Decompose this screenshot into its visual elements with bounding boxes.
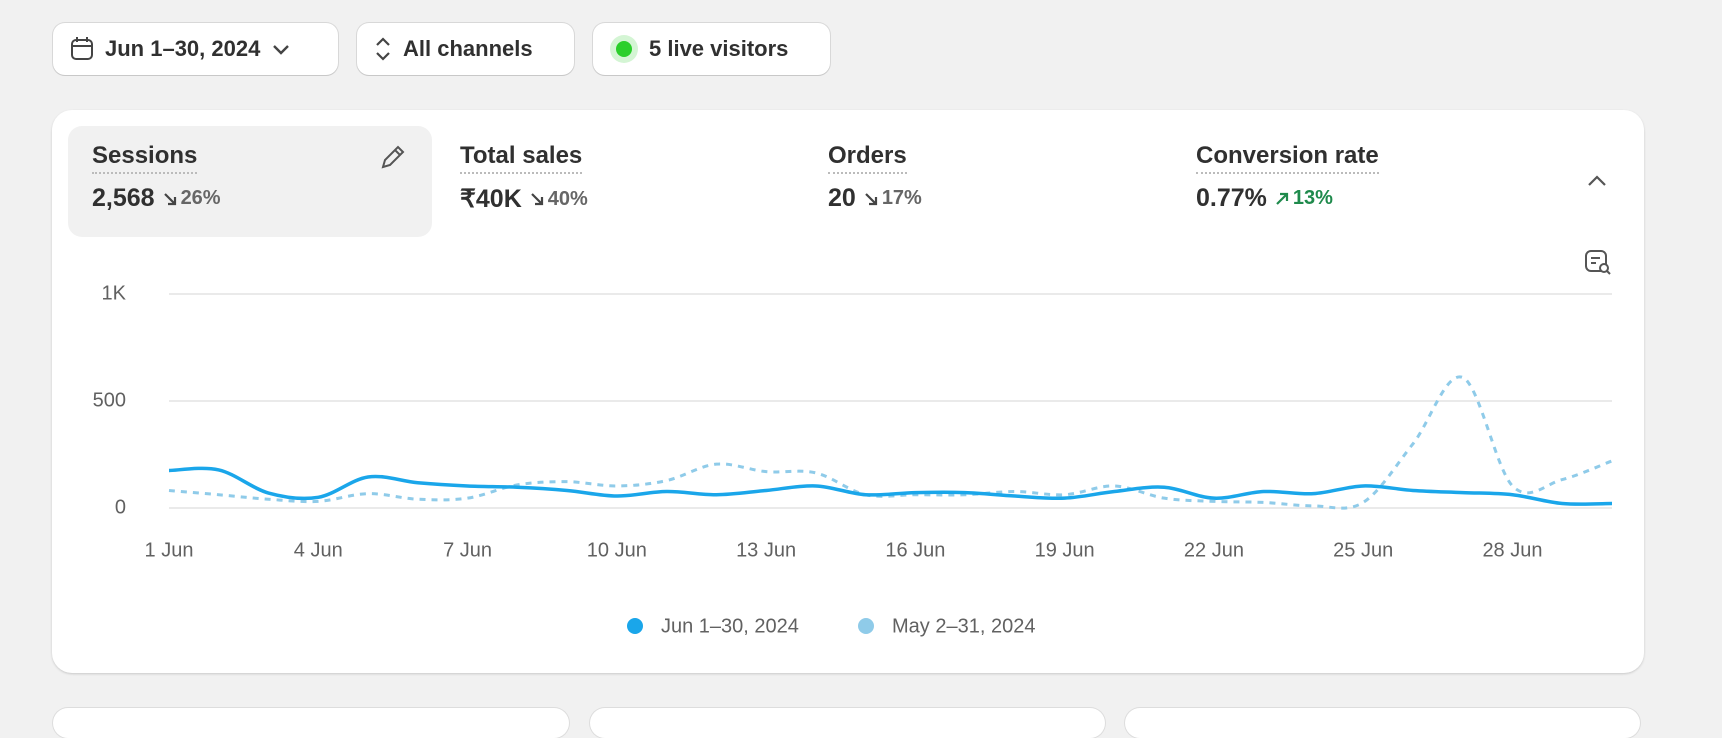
down-arrow: [865, 192, 877, 205]
metric-value: 0.77%: [1196, 184, 1267, 212]
metric-title: Orders: [828, 142, 907, 174]
down-arrow: [163, 192, 176, 205]
analytics-card: Sessions 2,568 26% Total sales ₹40K 40% Or…: [52, 110, 1644, 673]
edit-icon[interactable]: [378, 142, 408, 172]
metric-change: 17%: [881, 187, 922, 209]
live-label: 5 live visitors: [649, 36, 789, 61]
metric-change: 26%: [180, 187, 221, 209]
page: Jun 1–30, 2024 All channels 5 live visit…: [52, 23, 1644, 738]
live-button[interactable]: 5 live visitors: [593, 23, 830, 75]
x-tick-label: 22 Jun: [1184, 539, 1244, 561]
y-tick-label: 1K: [102, 282, 127, 304]
legend-label: May 2–31, 2024: [892, 615, 1035, 637]
live-dot: [610, 35, 638, 63]
legend-marker: [627, 618, 643, 634]
calendar-icon: [71, 37, 93, 60]
x-tick-label: 7 Jun: [443, 539, 492, 561]
metric-change: 13%: [1292, 187, 1333, 209]
series-line: [168, 375, 1613, 510]
down-arrow: [531, 193, 543, 206]
y-tick-label: 0: [115, 496, 126, 518]
chevron-down: [273, 45, 290, 55]
metric-title: Conversion rate: [1196, 142, 1379, 174]
date-button[interactable]: Jun 1–30, 2024: [53, 23, 338, 75]
x-tick-label: 25 Jun: [1333, 539, 1393, 561]
metric[interactable]: Conversion rate 0.77% 13%: [1196, 142, 1379, 213]
metric-value: ₹40K: [460, 185, 522, 213]
x-tick-label: 10 Jun: [587, 539, 647, 561]
x-tick-label: 16 Jun: [885, 539, 945, 561]
x-tick-label: 19 Jun: [1035, 539, 1095, 561]
metric[interactable]: Sessions 2,568 26%: [92, 142, 221, 213]
metric-value: 20: [828, 184, 856, 212]
metric-value: 2,568: [92, 184, 155, 212]
chart: 0 500 1K 1 Jun 4 Jun 7 Jun 10 Jun 13 Jun 16 Jun 1…: [93, 282, 1613, 637]
metric-title: Sessions: [92, 142, 198, 174]
up-arrow: [1276, 192, 1288, 205]
metric[interactable]: Total sales ₹40K 40%: [460, 142, 588, 214]
channels-button[interactable]: All channels: [357, 23, 574, 75]
series-line: [168, 466, 1613, 506]
x-tick-label: 28 Jun: [1482, 539, 1542, 561]
metric-title: Total sales: [460, 142, 583, 174]
legend-label: Jun 1–30, 2024: [661, 615, 799, 637]
metric-change: 40%: [547, 187, 588, 210]
y-tick-label: 500: [93, 389, 126, 411]
x-tick-label: 13 Jun: [736, 539, 796, 561]
date-label: Jun 1–30, 2024: [105, 36, 261, 61]
metric[interactable]: Orders 20 17%: [828, 142, 922, 213]
channels-label: All channels: [403, 36, 533, 61]
collapse-icon[interactable]: [1585, 170, 1609, 194]
legend-marker: [858, 618, 874, 634]
x-tick-label: 1 Jun: [145, 539, 194, 561]
inspect-icon[interactable]: [1584, 248, 1612, 276]
x-tick-label: 4 Jun: [294, 539, 343, 561]
sort-icon: [376, 37, 390, 61]
selected-metric-bg[interactable]: [68, 126, 432, 237]
